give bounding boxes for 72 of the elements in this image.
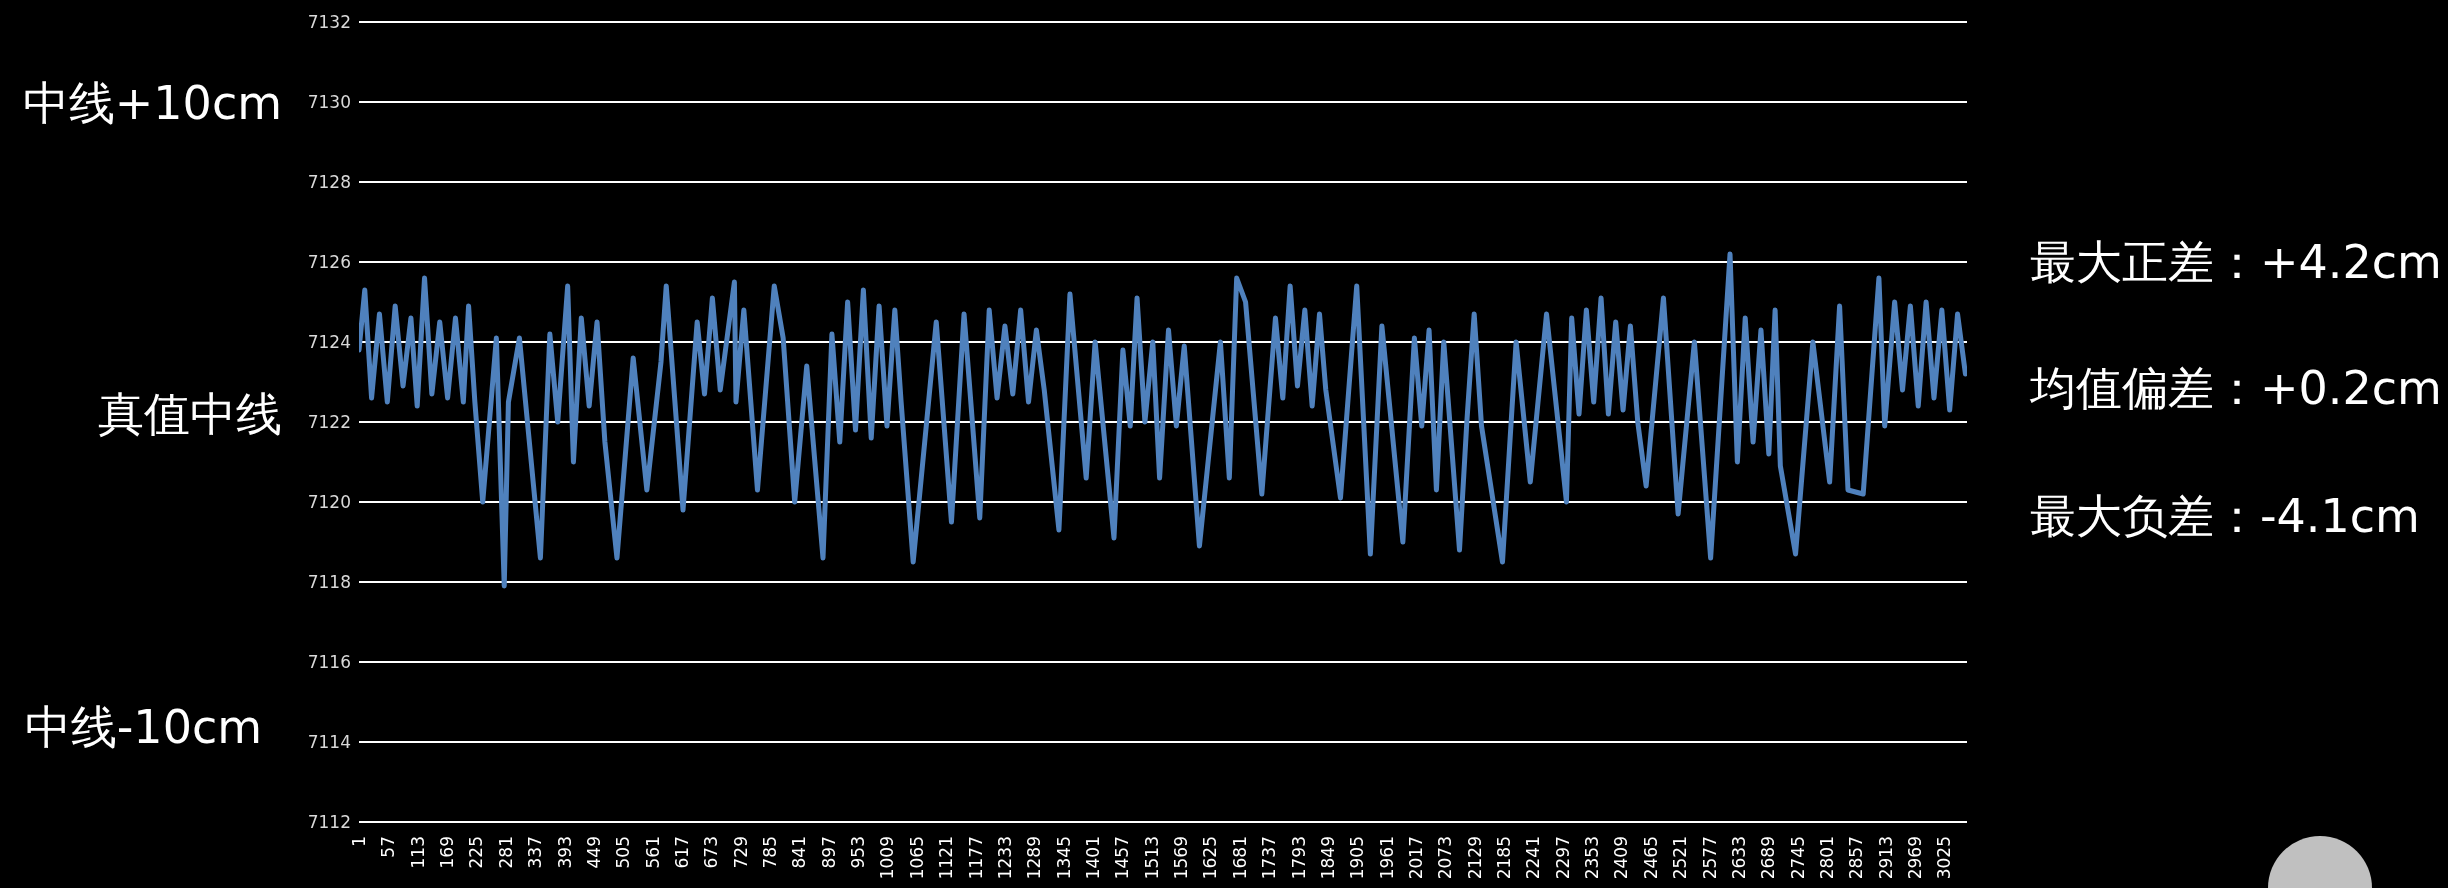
x-tick-label: 449 — [583, 836, 604, 869]
x-tick-label: 2409 — [1611, 836, 1632, 880]
x-tick-label: 113 — [407, 836, 428, 869]
text: 均值偏差：+0.2cm — [2030, 360, 2442, 417]
x-tick-label: 3025 — [1934, 836, 1955, 880]
y-tick-label: 7120 — [307, 492, 351, 513]
x-tick-label: 169 — [437, 836, 458, 869]
y-tick-label: 7118 — [307, 572, 351, 593]
x-tick-label: 1625 — [1200, 836, 1221, 880]
x-tick-label: 2185 — [1494, 836, 1515, 880]
x-tick-label: 281 — [495, 836, 516, 869]
x-tick-label: 1289 — [1024, 836, 1045, 880]
x-tick-label: 2801 — [1817, 836, 1838, 880]
x-tick-label: 1849 — [1317, 836, 1338, 880]
x-tick-label: 225 — [466, 836, 487, 869]
text: 最大正差：+4.2cm — [2030, 234, 2442, 291]
y-tick-label: 7112 — [307, 812, 351, 833]
y-tick-label: 7126 — [307, 252, 351, 273]
y-tick-label: 7128 — [307, 172, 351, 193]
y-tick-label: 7114 — [307, 732, 351, 753]
x-tick-label: 57 — [378, 836, 399, 858]
x-tick-label: 1793 — [1288, 836, 1309, 880]
x-tick-label: 1401 — [1083, 836, 1104, 880]
x-tick-label: 1177 — [965, 836, 986, 880]
x-tick-label: 1961 — [1376, 836, 1397, 880]
x-tick-label: 673 — [701, 836, 722, 869]
text: 中线+10cm — [22, 75, 282, 132]
x-tick-label: 1121 — [936, 836, 957, 880]
x-tick-label: 1681 — [1229, 836, 1250, 880]
x-tick-label: 1 — [349, 836, 369, 847]
x-tick-label: 2913 — [1875, 836, 1896, 880]
x-tick-label: 1513 — [1141, 836, 1162, 880]
x-tick-label: 2465 — [1640, 836, 1661, 880]
y-tick-label: 7132 — [307, 12, 351, 33]
x-tick-label: 2633 — [1728, 836, 1749, 880]
x-tick-label: 2857 — [1846, 836, 1867, 880]
y-tick-label: 7116 — [307, 652, 351, 673]
x-tick-label: 337 — [525, 836, 546, 869]
x-tick-label: 1569 — [1171, 836, 1192, 880]
x-tick-label: 2969 — [1905, 836, 1926, 880]
x-tick-label: 1009 — [877, 836, 898, 880]
y-tick-label: 7130 — [307, 92, 351, 113]
x-tick-label: 2129 — [1464, 836, 1485, 880]
x-tick-label: 2017 — [1405, 836, 1426, 880]
x-tick-label: 2353 — [1582, 836, 1603, 880]
x-tick-label: 1345 — [1053, 836, 1074, 880]
x-tick-label: 2241 — [1523, 836, 1544, 880]
x-tick-label: 1065 — [906, 836, 927, 880]
x-tick-label: 1737 — [1259, 836, 1280, 880]
text: 最大负差：-4.1cm — [2030, 488, 2420, 545]
x-tick-label: 953 — [848, 836, 869, 869]
x-tick-label: 2577 — [1699, 836, 1720, 880]
x-tick-label: 1457 — [1112, 836, 1133, 880]
x-tick-label: 841 — [789, 836, 810, 869]
text: 中线-10cm — [24, 699, 262, 756]
x-tick-label: 897 — [818, 836, 839, 869]
x-tick-label: 2745 — [1787, 836, 1808, 880]
x-tick-label: 2073 — [1435, 836, 1456, 880]
x-tick-label: 1233 — [994, 836, 1015, 880]
x-tick-label: 2521 — [1670, 836, 1691, 880]
x-tick-label: 505 — [613, 836, 634, 869]
x-tick-label: 393 — [554, 836, 575, 869]
x-tick-label: 729 — [730, 836, 751, 869]
x-tick-label: 785 — [760, 836, 781, 869]
x-tick-label: 2297 — [1552, 836, 1573, 880]
text: 真值中线 — [98, 386, 282, 443]
y-tick-label: 7124 — [307, 332, 351, 353]
x-tick-label: 617 — [671, 836, 692, 869]
x-tick-label: 561 — [642, 836, 663, 869]
x-tick-label: 1905 — [1347, 836, 1368, 880]
x-tick-label: 2689 — [1758, 836, 1779, 880]
y-tick-label: 7122 — [307, 412, 351, 433]
